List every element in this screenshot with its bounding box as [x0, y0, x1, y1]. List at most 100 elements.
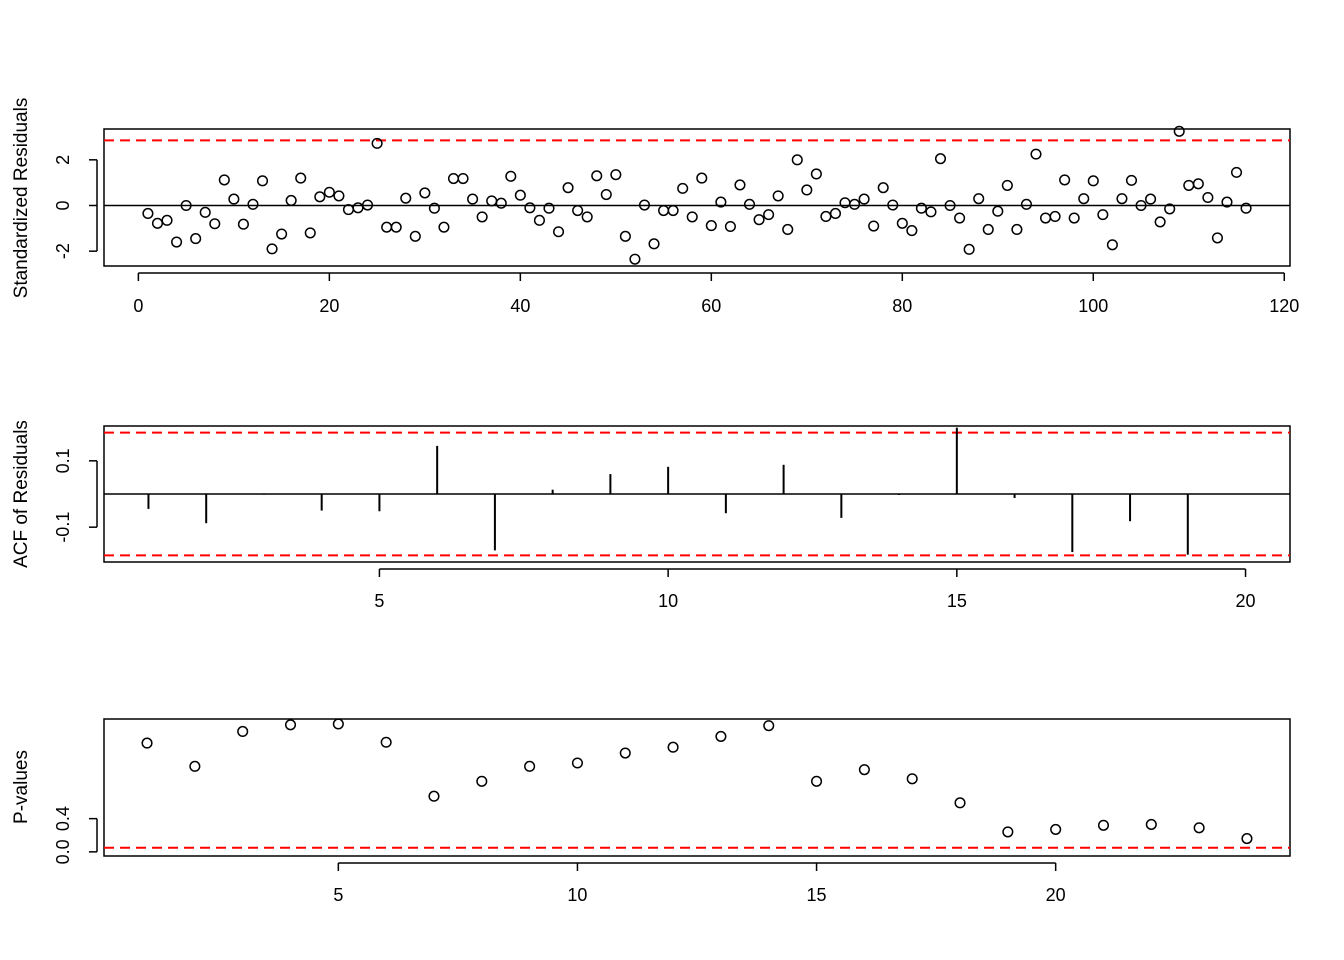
acf-panel: 5 10 15 20 -0.1 0.1 ACF of Residuals: [11, 420, 1291, 611]
data-point: [811, 775, 823, 787]
data-point: [438, 221, 450, 233]
data-point: [1125, 174, 1138, 186]
data-point: [1221, 196, 1233, 208]
data-point: [791, 154, 803, 166]
data-point: [467, 193, 479, 205]
data-point: [954, 212, 966, 224]
data-point: [141, 737, 153, 749]
y-axis-title: Standardized Residuals: [11, 98, 32, 299]
data-point: [276, 228, 288, 240]
data-point: [763, 720, 775, 732]
data-point: [1097, 819, 1110, 831]
data-point: [332, 718, 344, 730]
y-axis-title: P-values: [11, 750, 32, 824]
data-point: [858, 193, 870, 205]
data-point: [381, 221, 393, 233]
data-point: [428, 790, 440, 802]
x-tick-label: 5: [333, 885, 343, 905]
data-point: [1116, 193, 1128, 205]
x-tick-label: 40: [510, 296, 530, 316]
data-point: [772, 190, 784, 202]
data-point: [696, 172, 708, 184]
data-point: [619, 230, 631, 242]
data-point: [457, 172, 469, 185]
data-point: [256, 175, 269, 187]
data-point: [829, 207, 842, 220]
y-tick-label: -0.1: [53, 512, 73, 543]
data-point: [667, 741, 679, 753]
data-point: [973, 193, 985, 205]
x-tick-label: 100: [1078, 296, 1108, 316]
data-point: [409, 230, 421, 242]
data-point: [142, 207, 154, 220]
data-point: [658, 204, 670, 217]
x-tick-label: 10: [567, 885, 587, 905]
data-point: [944, 199, 956, 212]
data-point: [629, 253, 641, 265]
data-point: [1078, 193, 1090, 205]
data-point: [333, 190, 345, 202]
data-point: [906, 225, 918, 237]
data-point: [533, 214, 545, 226]
x-tick-label: 5: [374, 591, 384, 611]
data-point: [371, 137, 383, 149]
data-point: [1241, 833, 1253, 845]
data-point: [734, 179, 746, 191]
data-point: [237, 218, 249, 230]
data-point: [352, 202, 364, 214]
data-point: [1230, 166, 1243, 178]
data-point: [1193, 822, 1205, 834]
data-point: [486, 195, 498, 207]
data-point: [782, 223, 794, 236]
data-point: [1068, 212, 1080, 224]
y-tick-label: 0: [53, 200, 73, 210]
data-point: [934, 153, 947, 165]
data-point: [1049, 210, 1061, 223]
data-point: [314, 191, 326, 203]
data-point: [400, 192, 412, 204]
data-point: [218, 174, 230, 186]
y-tick-label: -2: [53, 243, 73, 259]
data-point: [648, 238, 660, 250]
data-point: [209, 218, 221, 230]
data-point: [1020, 198, 1032, 210]
data-point: [552, 226, 565, 238]
data-point: [1001, 179, 1013, 191]
data-point: [1211, 232, 1223, 244]
data-point: [1106, 239, 1118, 251]
data-point: [304, 227, 316, 239]
x-tick-label: 15: [947, 591, 967, 611]
residuals-panel: 0 20 40 60 80 100 120 -2 0 2 Standardized Residual…: [11, 98, 1299, 316]
data-point: [705, 220, 717, 232]
data-point: [495, 197, 507, 209]
data-point: [877, 182, 889, 194]
data-point: [1097, 209, 1109, 221]
data-point: [524, 202, 536, 214]
plot-frame: [103, 718, 1291, 857]
pvalues-panel: 5 10 15 20 0.0 0.4 P-values: [11, 718, 1291, 905]
y-tick-label: 0.4: [53, 806, 73, 831]
data-point: [1059, 174, 1071, 186]
data-point: [1145, 818, 1157, 830]
data-point: [428, 202, 440, 214]
data-point: [266, 243, 278, 255]
data-point: [858, 764, 870, 776]
data-point: [171, 236, 183, 248]
data-point: [1087, 175, 1099, 187]
data-point: [677, 182, 689, 194]
data-point: [896, 217, 908, 229]
data-point: [810, 168, 822, 180]
data-point: [1135, 199, 1147, 212]
data-point: [151, 217, 164, 229]
data-point: [323, 186, 335, 198]
data-point: [543, 202, 555, 214]
data-point: [1002, 826, 1014, 838]
x-tick-label: 0: [133, 296, 143, 316]
data-point: [849, 198, 861, 210]
y-axis-title: ACF of Residuals: [11, 420, 32, 568]
y-tick-label: 0.1: [53, 448, 73, 473]
data-point: [954, 797, 966, 809]
data-point: [1011, 223, 1023, 236]
x-tick-label: 20: [1236, 591, 1256, 611]
